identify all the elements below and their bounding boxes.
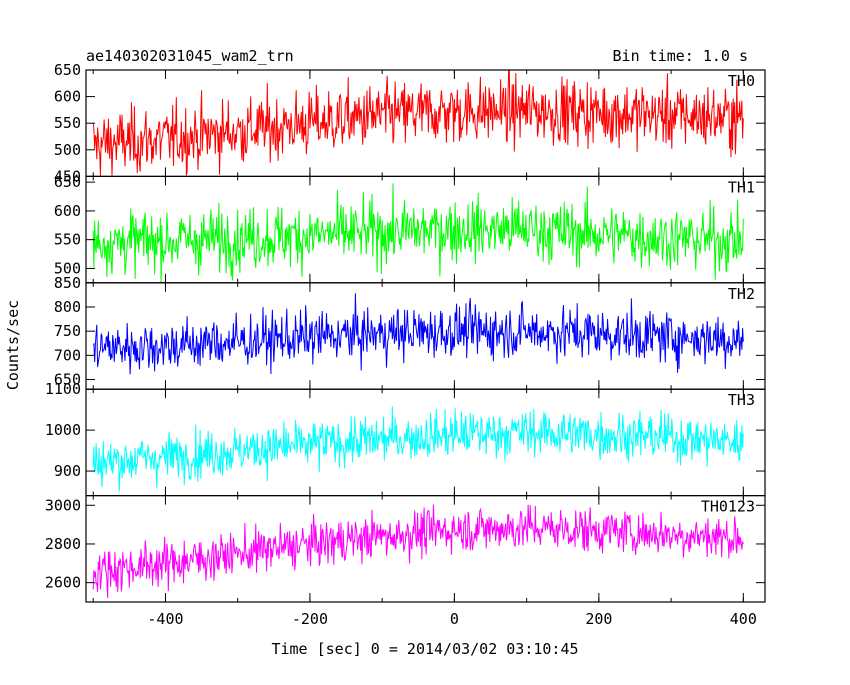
x-tick-label: -200: [292, 610, 328, 628]
y-tick-label: 650: [54, 61, 81, 79]
panel-label-th0: TH0: [728, 72, 755, 90]
series-line-th1: [92, 183, 744, 283]
y-tick-label: 650: [54, 371, 81, 389]
panels-group: 450 500 550 600 650 TH0 500 550 600 650 TH1 650 700 7…: [45, 61, 766, 628]
y-tick-label: 600: [54, 88, 81, 106]
series-line-th0: [92, 70, 744, 176]
y-tick-label: 1000: [45, 421, 81, 439]
y-axis-label: Counts/sec: [4, 300, 22, 390]
y-tick-label: 550: [54, 114, 81, 132]
series-line-th2: [92, 293, 744, 375]
panel-th0: 450 500 550 600 650 TH0: [54, 61, 766, 185]
y-tick-label: 750: [54, 322, 81, 340]
chart-title: ae140302031045_wam2_trn: [86, 47, 294, 65]
y-tick-label: 1100: [45, 380, 81, 398]
panel-label-th3: TH3: [728, 391, 755, 409]
series-line-th0123: [92, 504, 744, 599]
panel-label-th1: TH1: [728, 178, 755, 196]
series-line-th3: [92, 406, 744, 492]
panel-th3: 900 1000 1100 TH3: [45, 380, 766, 497]
panel-th1: 500 550 600 650 TH1: [54, 173, 766, 284]
x-tick-label: 0: [450, 610, 459, 628]
x-tick-label: 200: [585, 610, 612, 628]
panel-label-th0123: TH0123: [701, 498, 755, 516]
y-tick-label: 450: [54, 167, 81, 185]
y-tick-label: 700: [54, 346, 81, 364]
y-tick-label: 650: [54, 173, 81, 191]
x-tick-label: 400: [730, 610, 757, 628]
y-tick-label: 800: [54, 298, 81, 316]
y-tick-label: 3000: [45, 496, 81, 514]
y-tick-label: 600: [54, 202, 81, 220]
panel-frame-th0123: [85, 495, 766, 603]
y-tick-label: 550: [54, 231, 81, 249]
bin-time-label: Bin time: 1.0 s: [613, 47, 748, 65]
y-tick-label: 2800: [45, 535, 81, 553]
y-tick-label: 500: [54, 259, 81, 277]
x-axis-label: Time [sec] 0 = 2014/03/02 03:10:45: [271, 640, 578, 658]
x-tick-label: -400: [147, 610, 183, 628]
y-tick-label: 2600: [45, 574, 81, 592]
y-tick-label: 850: [54, 274, 81, 292]
y-tick-label: 500: [54, 141, 81, 159]
panel-th0123: 2600 2800 3000 TH0123: [45, 495, 766, 603]
panel-th2: 650 700 750 800 850 TH2: [54, 274, 766, 390]
panel-label-th2: TH2: [728, 285, 755, 303]
y-tick-label: 900: [54, 462, 81, 480]
